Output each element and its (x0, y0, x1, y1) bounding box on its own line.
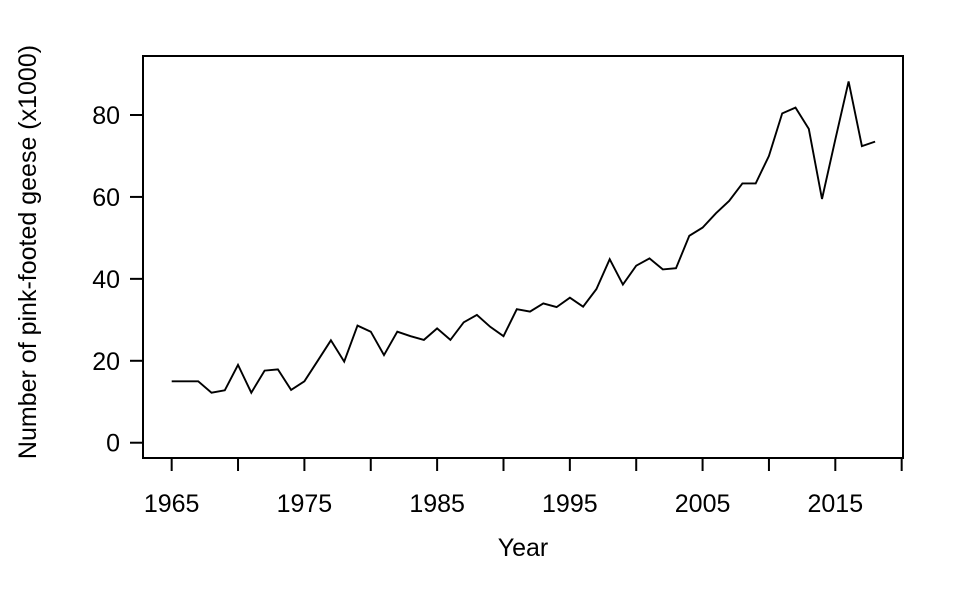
y-tick-label: 80 (92, 102, 120, 130)
x-tick-label: 1975 (277, 490, 333, 518)
y-tick-label: 60 (92, 184, 120, 212)
y-axis-title: Number of pink-footed geese (x1000) (14, 44, 42, 460)
plot-frame (142, 55, 904, 459)
x-tick-label: 1965 (144, 490, 200, 518)
y-tick-label: 40 (92, 266, 120, 294)
x-tick-label: 2015 (807, 490, 863, 518)
x-tick-label: 2005 (675, 490, 731, 518)
data-line (171, 81, 876, 395)
y-tick-label: 20 (92, 348, 120, 376)
y-tick-label: 0 (106, 430, 120, 458)
x-tick-label: 1985 (409, 490, 465, 518)
x-axis-title: Year (497, 534, 549, 562)
x-tick-label: 1995 (542, 490, 598, 518)
